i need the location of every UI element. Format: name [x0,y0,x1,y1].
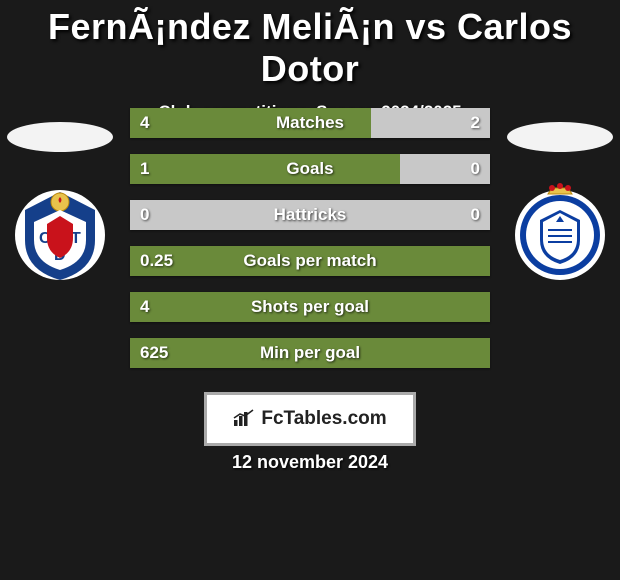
left-player-column: C T D [0,108,120,448]
stat-row: 10Goals [130,154,490,184]
page-title: FernÃ¡ndez MeliÃ¡n vs Carlos Dotor [0,0,620,90]
stat-left-value: 1 [130,154,400,184]
stat-row: 4Shots per goal [130,292,490,322]
right-player-chip [507,122,613,152]
stat-right-value: 2 [371,108,490,138]
stat-right-value: 0 [400,154,490,184]
stat-left-value: 0.25 [130,246,490,276]
stat-left-value: 0 [130,200,310,230]
right-player-column [500,108,620,448]
stat-row: 00Hattricks [130,200,490,230]
stat-row: 42Matches [130,108,490,138]
stats-bars: 42Matches 10Goals 00Hattricks 0.25Goals per… [130,108,490,384]
stat-left-value: 625 [130,338,490,368]
stat-row: 0.25Goals per match [130,246,490,276]
stat-row: 625Min per goal [130,338,490,368]
shield-icon: C T D [10,180,110,280]
comparison-infographic: FernÃ¡ndez MeliÃ¡n vs Carlos Dotor Club … [0,0,620,580]
left-team-badge: C T D [10,180,110,280]
brand-badge: FcTables.com [204,392,416,446]
stat-left-value: 4 [130,108,371,138]
date-text: 12 november 2024 [0,452,620,473]
left-player-chip [7,122,113,152]
chart-icon [233,409,255,430]
right-team-badge [510,180,610,280]
brand-text: FcTables.com [261,408,386,430]
shield-icon [510,180,610,280]
stat-left-value: 4 [130,292,490,322]
stat-right-value: 0 [310,200,490,230]
